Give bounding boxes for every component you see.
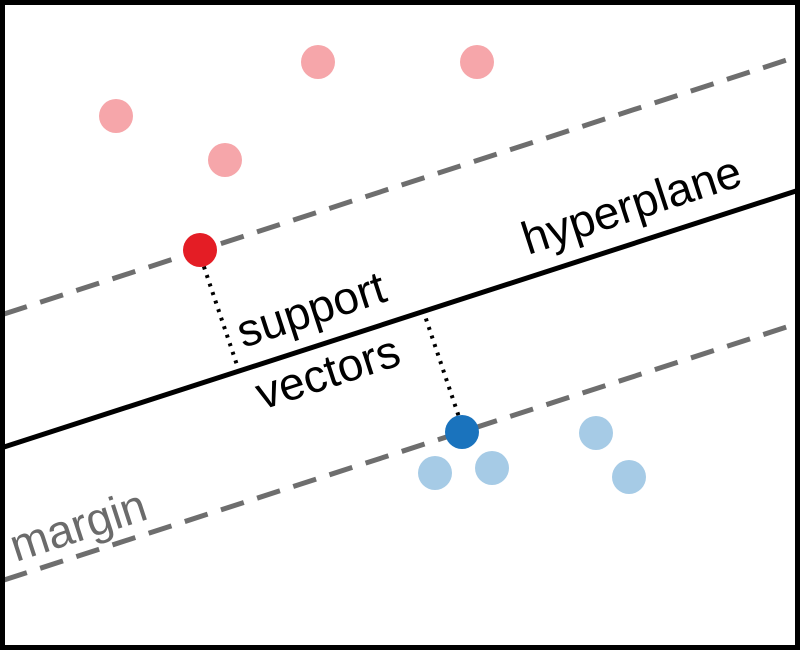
- class-a-point: [460, 45, 494, 79]
- upper-margin-line: [3, 54, 797, 317]
- class-a-support-vector: [183, 233, 217, 267]
- class-a-point: [208, 143, 242, 177]
- class-b-point: [418, 456, 452, 490]
- hyperplane-line: [3, 188, 797, 450]
- class-a-point: [99, 99, 133, 133]
- support-vector-distance-blue: [421, 309, 462, 421]
- class-b-support-vector: [445, 415, 479, 449]
- class-b-point: [612, 460, 646, 494]
- lower-margin-line: [3, 321, 797, 583]
- class-b-point: [579, 416, 613, 450]
- class-b-point: [475, 451, 509, 485]
- support-vector-distance-red: [199, 257, 240, 369]
- class-a-point: [301, 45, 335, 79]
